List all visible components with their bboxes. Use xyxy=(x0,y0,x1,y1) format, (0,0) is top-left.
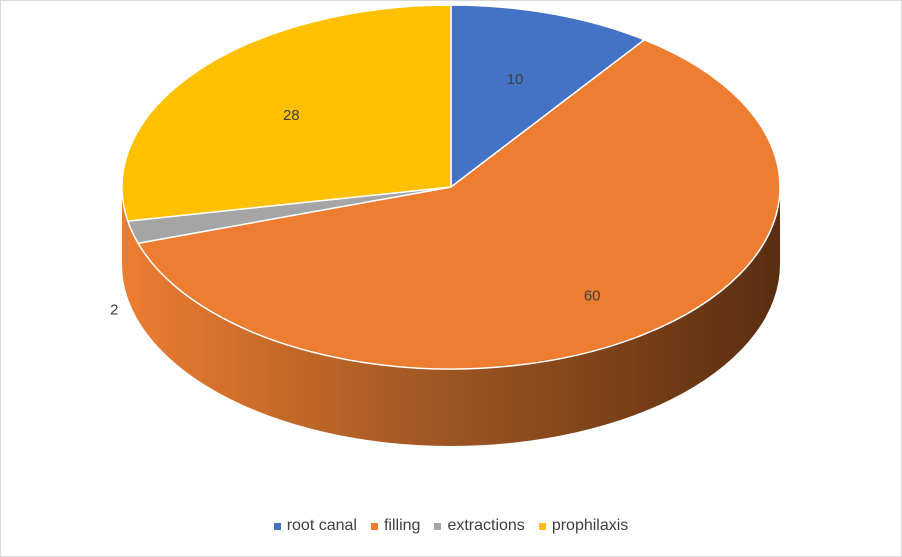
legend-label: prophilaxis xyxy=(551,517,629,534)
pie-data-labels: 10 60 2 28 xyxy=(110,71,600,318)
data-label-extractions: 2 xyxy=(110,301,118,318)
legend-label: root canal xyxy=(286,517,357,534)
legend-swatch xyxy=(538,522,546,530)
legend-item-filling: filling xyxy=(370,517,421,535)
legend-swatch xyxy=(370,522,378,530)
data-label-prophilaxis: 28 xyxy=(283,107,300,124)
pie-slice-prophilaxis xyxy=(121,4,452,222)
legend-item-prophilaxis: prophilaxis xyxy=(538,517,629,535)
pie-slice-root-canal xyxy=(450,4,646,188)
pie-side-wall xyxy=(122,187,780,446)
legend-item-root-canal: root canal xyxy=(273,517,357,535)
data-label-filling: 60 xyxy=(584,287,601,304)
pie-slice-filling xyxy=(137,39,781,370)
legend-label: filling xyxy=(383,517,421,534)
legend-label: extractions xyxy=(447,517,525,534)
legend-item-extractions: extractions xyxy=(434,517,525,535)
pie-slices xyxy=(121,4,781,370)
data-label-root-canal: 10 xyxy=(507,71,524,88)
legend-swatch xyxy=(434,522,442,530)
pie-sides xyxy=(122,187,780,446)
legend-swatch xyxy=(273,522,281,530)
legend: root canal filling extractions prophilaxis xyxy=(1,514,901,538)
